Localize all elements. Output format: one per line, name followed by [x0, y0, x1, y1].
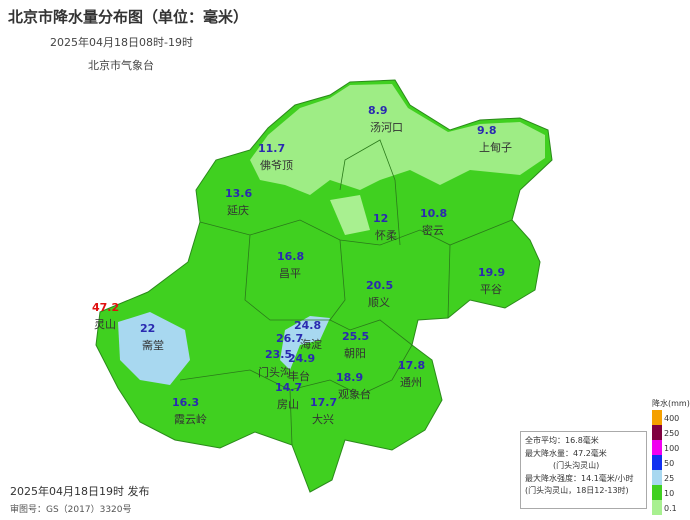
- max-intensity-location: (门头沟灵山，18日12-13时): [525, 486, 629, 495]
- station-name: 丰台: [288, 369, 310, 383]
- station-name: 密云: [422, 223, 444, 237]
- station-name: 斋堂: [142, 338, 164, 352]
- station-value: 11.7: [258, 142, 285, 155]
- legend-label: 10: [664, 489, 675, 498]
- station-name: 怀柔: [375, 229, 397, 242]
- legend-label: 100: [664, 444, 680, 453]
- station-name: 门头沟: [258, 365, 291, 379]
- station-name: 观象台: [338, 387, 371, 401]
- station-name: 延庆: [227, 203, 249, 217]
- station-value: 18.9: [336, 371, 363, 384]
- time-range: 2025年04月18日08时-19时: [50, 36, 193, 49]
- station-name: 上甸子: [479, 141, 512, 154]
- station-name: 平谷: [480, 283, 502, 296]
- station-name: 通州: [400, 376, 422, 389]
- legend-swatch: [652, 410, 662, 425]
- legend-swatch: [652, 425, 662, 440]
- city-average: 全市平均：16.8毫米: [525, 436, 599, 445]
- station-value: 9.8: [477, 124, 497, 137]
- legend-swatch: [652, 440, 662, 455]
- station-value: 19.9: [478, 266, 505, 279]
- legend-swatch: [652, 500, 662, 515]
- station-value: 47.2: [92, 301, 119, 314]
- station-value: 17.7: [310, 396, 337, 409]
- legend-label: 0.1: [664, 504, 677, 513]
- station-value: 16.8: [277, 250, 304, 263]
- station-value: 26.7: [276, 332, 303, 345]
- legend-label: 400: [664, 414, 680, 423]
- station-name: 灵山: [94, 318, 116, 331]
- agency: 北京市气象台: [88, 59, 154, 72]
- station-value: 17.8: [398, 359, 425, 372]
- station-name: 汤河口: [370, 120, 403, 134]
- station-name: 佛爷顶: [260, 158, 293, 172]
- station-name: 大兴: [312, 412, 334, 426]
- max-intensity: 最大降水强度：14.1毫米/小时: [525, 473, 634, 483]
- summary-box: 全市平均：16.8毫米 最大降水量：47.2毫米 (门头沟灵山) 最大降水强度：…: [520, 431, 647, 509]
- station-name: 昌平: [279, 267, 301, 280]
- station-value: 12: [373, 212, 388, 225]
- station-name: 房山: [277, 398, 299, 411]
- district-boundaries: [179, 139, 513, 446]
- legend-label: 25: [664, 474, 675, 483]
- light-rain-area: [250, 84, 545, 195]
- max-precip-location: (门头沟灵山): [553, 461, 600, 470]
- legend-swatch: [652, 470, 662, 485]
- station-value: 16.3: [172, 396, 199, 409]
- max-precip: 最大降水量：47.2毫米: [525, 448, 607, 458]
- station-value: 24.9: [288, 352, 315, 365]
- station-value: 10.8: [420, 207, 447, 220]
- legend: [652, 410, 662, 515]
- station-value: 25.5: [342, 330, 369, 343]
- station-value: 14.7: [275, 381, 302, 394]
- station-value: 8.9: [368, 104, 388, 117]
- legend-swatch: [652, 485, 662, 500]
- station-value: 20.5: [366, 279, 393, 292]
- station-value: 22: [140, 322, 155, 335]
- legend-label: 250: [664, 429, 680, 438]
- heavy-rain-lingshan: [118, 312, 190, 385]
- issue-time: 2025年04月18日19时 发布: [10, 485, 150, 498]
- legend-title: 降水(mm): [652, 399, 690, 408]
- legend-swatch: [652, 455, 662, 470]
- station-name: 顺义: [368, 296, 390, 309]
- legend-label: 50: [664, 459, 675, 468]
- light-rain-patch: [330, 195, 370, 235]
- station-name: 海淀: [300, 337, 322, 351]
- station-name: 朝阳: [344, 347, 366, 360]
- station-name: 霞云岭: [174, 412, 207, 426]
- page-title: 北京市降水量分布图（单位：毫米）: [8, 8, 249, 26]
- station-value: 13.6: [225, 187, 252, 200]
- station-value: 23.5: [265, 348, 292, 361]
- station-value: 24.8: [294, 319, 321, 332]
- heavy-rain-haidian: [280, 316, 330, 370]
- map-approval-number: 审图号：GS（2017）3320号: [10, 505, 132, 515]
